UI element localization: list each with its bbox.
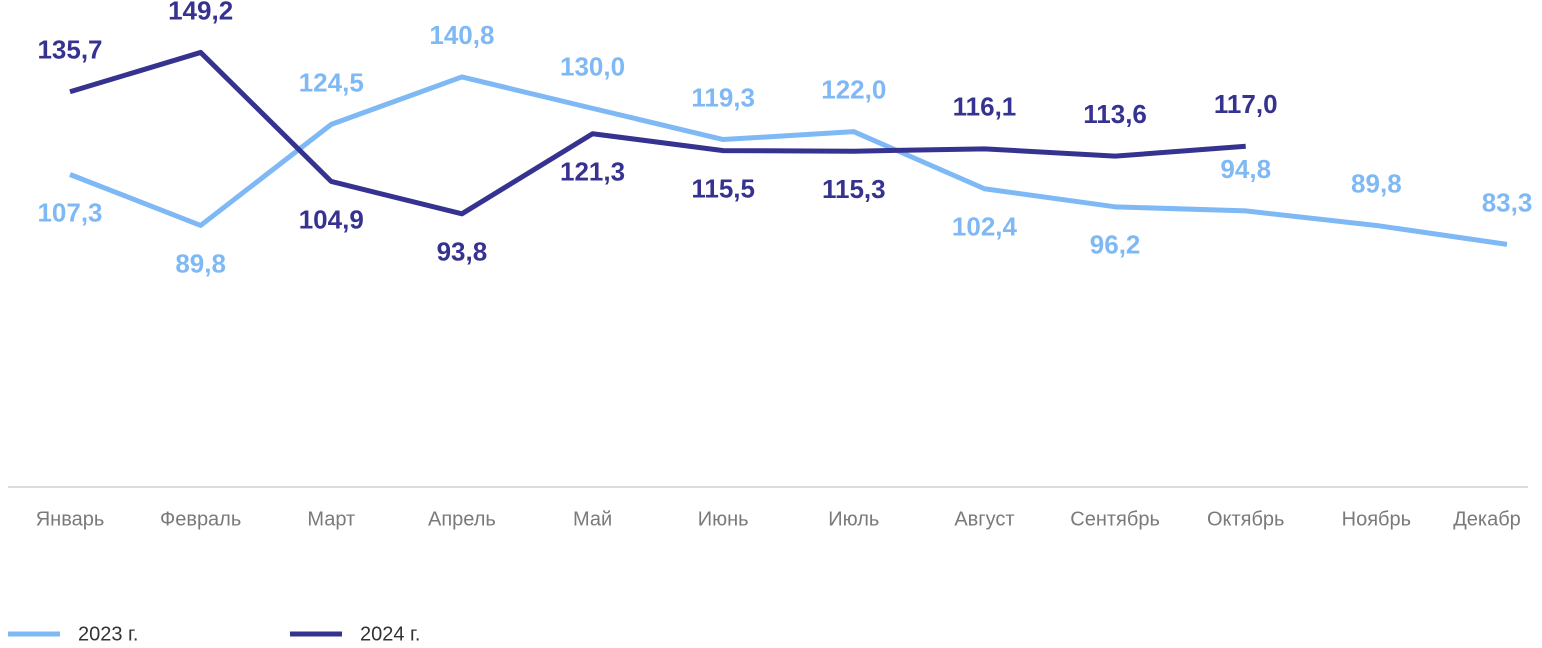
data-label: 117,0 (1214, 89, 1278, 119)
data-label: 96,2 (1090, 230, 1141, 260)
x-tick-label: Октябрь (1207, 508, 1285, 530)
data-label: 124,5 (299, 67, 364, 97)
x-tick-label: Декабр (1453, 508, 1521, 530)
data-label: 130,0 (560, 51, 625, 81)
data-label: 113,6 (1083, 99, 1147, 129)
legend-label: 2023 г. (78, 623, 138, 645)
x-tick-label: Июнь (698, 508, 749, 530)
x-tick-label: Август (954, 508, 1014, 530)
data-label: 89,8 (1351, 168, 1402, 198)
x-tick-label: Март (307, 508, 355, 530)
x-tick-label: Февраль (160, 508, 241, 530)
data-label: 89,8 (175, 248, 226, 278)
x-tick-label: Сентябрь (1070, 508, 1160, 530)
data-label: 93,8 (437, 237, 488, 267)
data-label: 122,0 (821, 75, 886, 105)
data-label: 140,8 (429, 20, 494, 50)
data-label: 102,4 (952, 212, 1018, 242)
x-tick-label: Июль (828, 508, 879, 530)
data-label: 94,8 (1220, 154, 1271, 184)
data-label: 121,3 (560, 157, 625, 187)
data-label: 135,7 (37, 35, 102, 65)
x-tick-label: Апрель (428, 508, 496, 530)
data-label: 116,1 (953, 92, 1017, 122)
series-line (69, 49, 1246, 217)
legend-label: 2024 г. (360, 623, 420, 645)
x-tick-label: Май (573, 508, 612, 530)
data-label: 119,3 (691, 82, 755, 112)
data-label: 104,9 (299, 204, 364, 234)
x-tick-label: Ноябрь (1342, 508, 1411, 530)
data-label: 115,5 (691, 173, 755, 203)
data-label: 83,3 (1482, 187, 1533, 217)
x-tick-label: Январь (36, 508, 105, 530)
data-label: 115,3 (822, 174, 886, 204)
data-label: 107,3 (37, 197, 102, 227)
series-line (69, 74, 1508, 247)
data-label: 149,2 (168, 0, 233, 25)
